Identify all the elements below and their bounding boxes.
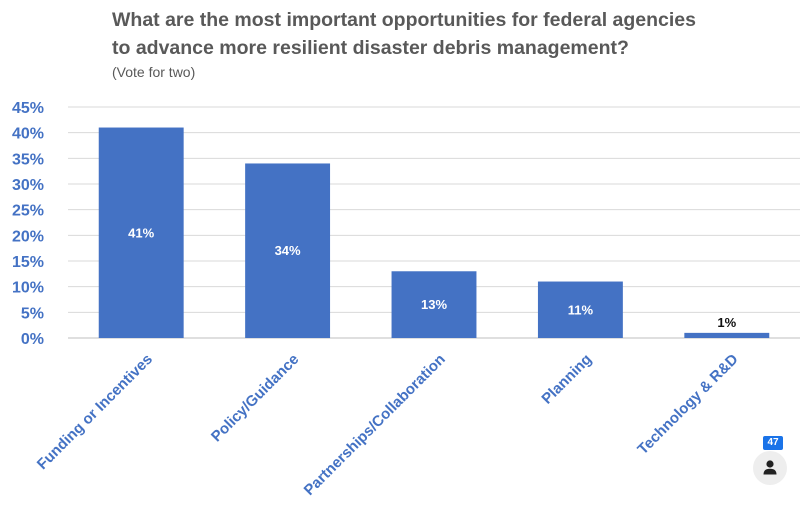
y-tick-label: 30%	[12, 177, 44, 194]
chart-title-line-1: What are the most important opportunitie…	[112, 9, 697, 31]
bar	[391, 271, 477, 338]
x-tick-label: Policy/Guidance	[208, 351, 303, 446]
x-tick-label: Technology & R&D	[634, 351, 741, 458]
person-icon	[763, 460, 777, 475]
data-label: 13%	[421, 297, 447, 312]
bar	[537, 281, 623, 338]
data-labels: 41% 34% 13% 11% 1%	[128, 225, 736, 330]
bars	[98, 127, 770, 339]
x-axis-tick-labels: Funding or Incentives Policy/GuidancePart…	[34, 351, 742, 499]
x-tick-label: Planning	[538, 351, 595, 408]
participant-widget[interactable]: 47	[753, 436, 789, 488]
bar	[98, 127, 184, 339]
data-label: 41%	[128, 225, 154, 240]
participant-count-badge: 47	[763, 436, 783, 450]
y-tick-label: 40%	[12, 126, 44, 143]
y-tick-label: 20%	[12, 228, 44, 245]
bar	[684, 332, 770, 338]
chart-title: What are the most important opportunitie…	[112, 6, 792, 62]
y-tick-label: 10%	[12, 280, 44, 297]
x-tick-label: Partnerships/Collaboration	[301, 351, 449, 499]
y-tick-label: 0%	[21, 331, 44, 348]
data-label: 1%	[717, 315, 736, 330]
y-tick-label: 45%	[12, 100, 44, 117]
data-label: 11%	[568, 302, 594, 317]
data-label: 34%	[275, 243, 301, 258]
y-tick-label: 25%	[12, 203, 44, 220]
avatar[interactable]	[753, 451, 787, 485]
chart-subtitle: (Vote for two)	[112, 64, 196, 80]
chart-title-line-2: to advance more resilient disaster debri…	[112, 37, 629, 59]
y-tick-label: 5%	[21, 305, 44, 322]
x-tick-label: Funding or Incentives	[34, 351, 156, 473]
bar	[245, 163, 331, 338]
y-tick-label: 35%	[12, 151, 44, 168]
y-axis-tick-labels: 0% 5% 10% 15% 20% 25% 30% 35% 40% 45%	[12, 100, 44, 348]
y-tick-label: 15%	[12, 254, 44, 271]
